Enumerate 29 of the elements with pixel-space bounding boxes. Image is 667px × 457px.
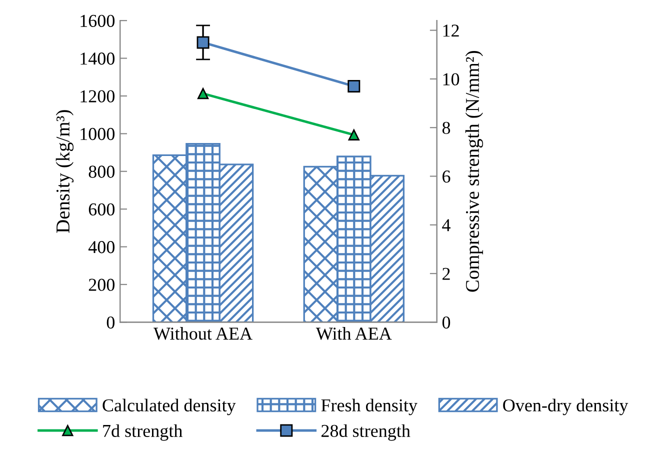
y-tick-label: 1400 — [80, 52, 115, 65]
legend-label: 7d strength — [103, 424, 182, 441]
y-tick-label: 0 — [106, 316, 115, 329]
y2-tick-label: 8 — [442, 122, 450, 134]
y2-tick-label: 10 — [443, 73, 460, 86]
y2-tick-label: 0 — [442, 316, 450, 329]
point — [196, 36, 210, 49]
legend-label: Oven-dry density — [503, 398, 628, 416]
legend-label: Calculated density — [102, 398, 236, 416]
y-axis-title: Density (kg/m³) — [56, 110, 74, 233]
y-tick-label: 400 — [88, 241, 115, 254]
y-tick-label: 1000 — [80, 128, 115, 140]
point — [197, 88, 209, 100]
y-tick-label: 600 — [88, 203, 115, 216]
legend-label: 28d strength — [322, 424, 410, 441]
point — [348, 80, 360, 92]
y2-tick-label: 4 — [442, 219, 450, 232]
point — [348, 129, 360, 140]
y-tick-label: 200 — [88, 278, 115, 291]
x-tick-label: Without AEA — [154, 327, 252, 340]
y-tick-label: 1200 — [80, 90, 115, 102]
x-tick-label: With AEA — [316, 327, 392, 340]
y2-tick-label: 6 — [442, 170, 450, 183]
y2-axis-title: Compressive strength (N/mm²) — [465, 51, 484, 292]
legend-label: Fresh density — [321, 398, 418, 416]
y2-tick-label: 2 — [442, 268, 450, 280]
y2-tick-label: 12 — [443, 24, 459, 37]
y-tick-label: 1600 — [80, 14, 115, 28]
y-tick-label: 800 — [88, 166, 115, 178]
